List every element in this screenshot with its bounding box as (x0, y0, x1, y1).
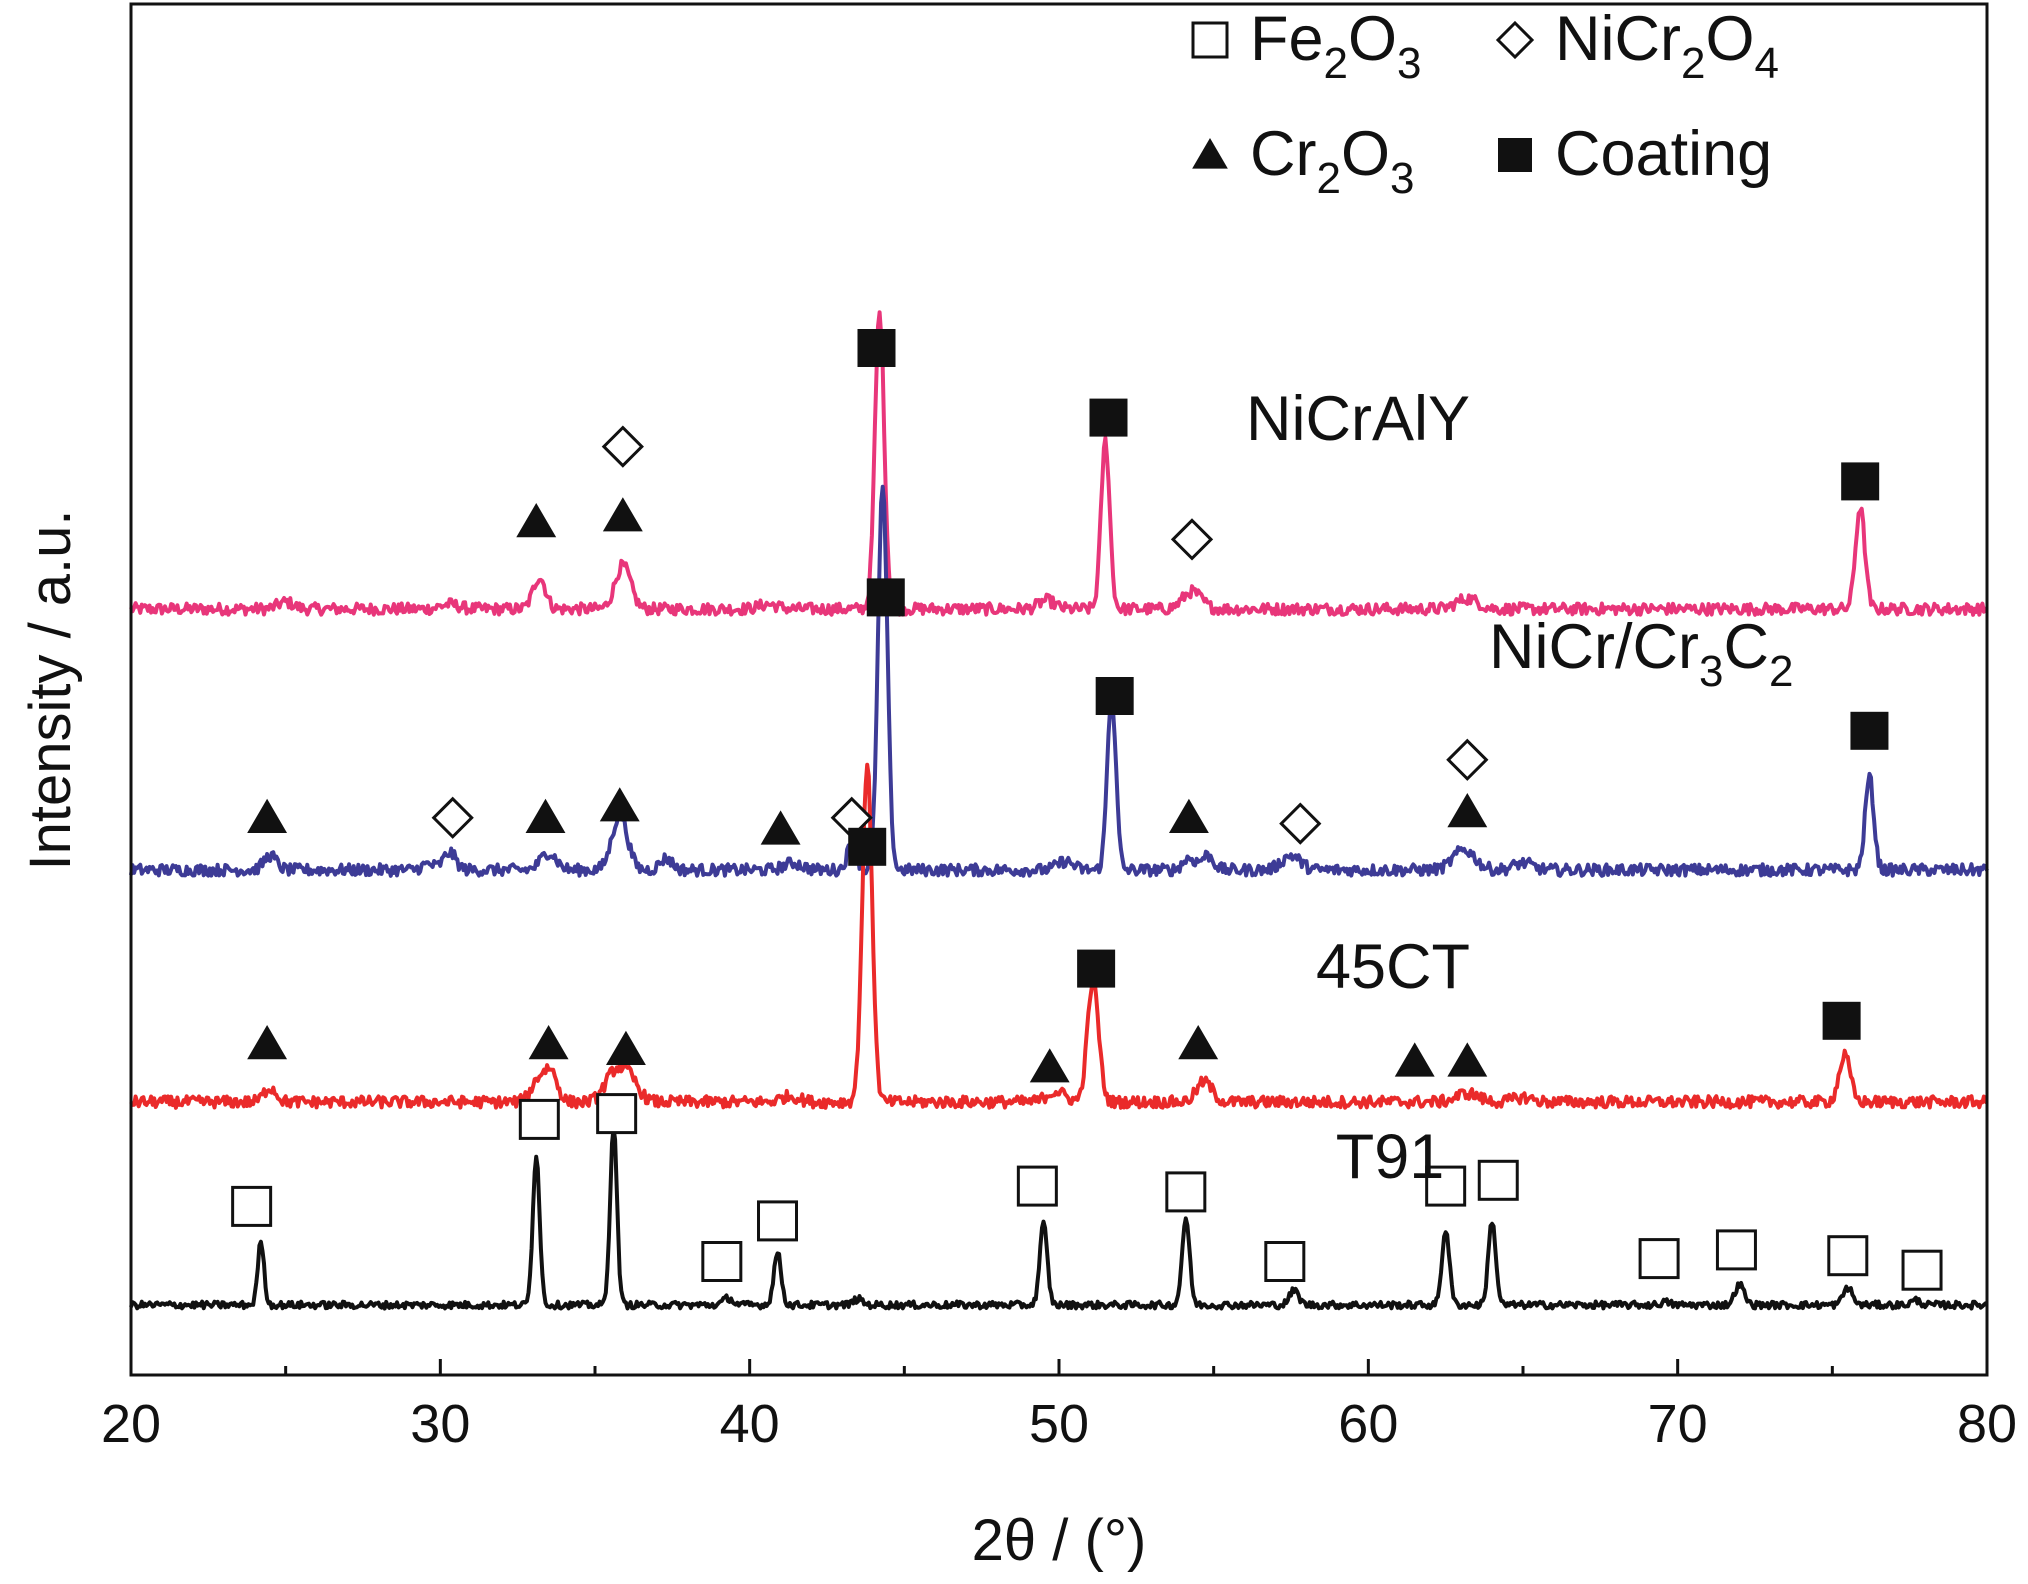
phase-marker-filled-square-nicr-cr3c2 (1850, 711, 1889, 750)
phase-marker-open-square-t91 (518, 1098, 560, 1140)
phase-marker-open-square-t91 (1165, 1171, 1207, 1213)
phase-marker-filled-square-nicraly (857, 329, 896, 367)
series-label-nicr-cr3c2-text: NiCr/Cr (1489, 612, 1699, 682)
legend-entry-nicr2o4-subscript: 4 (1754, 39, 1778, 88)
series-label-nicr-cr3c2: NiCr/Cr3C2 (1489, 612, 1793, 696)
legend-entry-nicr2o4-subscript: 2 (1681, 39, 1705, 88)
legend-entry-cr2o3-subscript: 3 (1390, 154, 1414, 203)
legend-entry-nicr2o4: NiCr2O4 (1555, 4, 1779, 88)
legend-marker-open-square (1191, 21, 1229, 59)
series-label-nicraly: NiCrAlY (1246, 384, 1470, 454)
x-tick-label: 20 (101, 1394, 161, 1454)
legend-entry-nicr2o4-text-cont: O (1705, 4, 1754, 74)
legend-entry-cr2o3-subscript: 2 (1316, 154, 1340, 203)
phase-marker-filled-square-45ct (1077, 949, 1116, 988)
phase-marker-filled-triangle-45ct (1394, 1042, 1435, 1077)
x-tick-label: 70 (1648, 1394, 1708, 1454)
phase-marker-filled-triangle-nicr-cr3c2 (247, 798, 288, 833)
series-line-nicr-cr3c2 (129, 484, 1989, 878)
phase-marker-open-square-t91 (1264, 1241, 1306, 1282)
series-line-t91 (129, 1126, 1989, 1311)
x-tick-label: 60 (1338, 1394, 1398, 1454)
phase-marker-filled-square-45ct (848, 827, 887, 866)
series-line-nicraly (129, 310, 1989, 617)
series-label-nicr-cr3c2-subscript: 3 (1699, 647, 1723, 696)
series-layer (129, 310, 1989, 1311)
phase-marker-filled-triangle-nicr-cr3c2 (599, 787, 640, 822)
phase-marker-filled-triangle-nicraly (602, 497, 643, 532)
phase-marker-filled-triangle-45ct (605, 1030, 646, 1065)
phase-marker-open-diamond-nicraly (1170, 518, 1214, 561)
phase-marker-open-square-t91 (701, 1241, 743, 1282)
legend-entry-nicr2o4-text: NiCr (1555, 4, 1681, 74)
x-tick-label: 40 (720, 1394, 780, 1454)
phase-marker-filled-square-nicr-cr3c2 (866, 578, 905, 617)
series-label-nicr-cr3c2-subscript: 2 (1769, 647, 1793, 696)
legend-entry-fe2o3: Fe2O3 (1250, 4, 1422, 88)
phase-marker-filled-triangle-nicr-cr3c2 (1447, 793, 1488, 828)
x-tick-label: 30 (410, 1394, 470, 1454)
phase-marker-open-square-t91 (1901, 1249, 1943, 1291)
legend-entry-fe2o3-subscript: 2 (1324, 39, 1348, 88)
x-axis-title: 2θ / (°) (972, 1508, 1147, 1573)
legend-marker-filled-square (1498, 138, 1532, 172)
phase-marker-filled-triangle-nicr-cr3c2 (525, 798, 566, 833)
phase-marker-filled-square-nicr-cr3c2 (1095, 677, 1134, 715)
phase-marker-filled-triangle-45ct (1029, 1048, 1070, 1083)
phase-marker-open-diamond-nicraly (601, 425, 644, 468)
phase-marker-filled-triangle-45ct (1447, 1042, 1488, 1077)
phase-marker-open-diamond-nicr-cr3c2 (1279, 802, 1322, 845)
x-axis: 20 30 40 50 60 70 80 (101, 1359, 2017, 1454)
phase-marker-open-square-t91 (1827, 1235, 1869, 1277)
phase-marker-open-square-t91 (1477, 1159, 1519, 1201)
legend-entry-fe2o3-subscript: 3 (1397, 39, 1421, 88)
series-label-layer: NiCrAlY NiCr/Cr3C2 45CT T91 (1246, 384, 1793, 1192)
x-tick-label: 50 (1029, 1394, 1089, 1454)
legend-entry-cr2o3-text: Cr (1250, 119, 1316, 189)
phase-marker-filled-square-45ct (1822, 1001, 1861, 1040)
phase-marker-open-diamond-nicr-cr3c2 (431, 796, 474, 839)
legend-entry-cr2o3: Cr2O3 (1250, 119, 1414, 203)
phase-marker-open-square-t91 (1016, 1165, 1058, 1207)
phase-marker-open-square-t91 (1715, 1229, 1757, 1271)
legend-entry-cr2o3-text-cont: O (1341, 119, 1390, 189)
phase-marker-open-diamond-nicr-cr3c2 (1446, 738, 1489, 781)
phase-marker-filled-square-nicraly (1089, 398, 1128, 437)
phase-marker-open-square-t91 (1425, 1165, 1467, 1207)
phase-marker-filled-triangle-45ct (247, 1025, 288, 1060)
phase-marker-open-square-t91 (1638, 1238, 1680, 1280)
marker-layer (231, 329, 1943, 1291)
phase-marker-open-square-t91 (231, 1185, 273, 1227)
legend-entry-fe2o3-text: Fe (1250, 4, 1324, 74)
y-axis-title: Intensity / a.u. (18, 509, 83, 870)
legend-marker-open-diamond (1495, 20, 1535, 60)
phase-marker-filled-triangle-nicraly (516, 503, 557, 538)
phase-marker-filled-triangle-nicr-cr3c2 (1168, 798, 1209, 833)
series-label-t91: T91 (1336, 1122, 1445, 1192)
phase-marker-filled-triangle-45ct (528, 1025, 569, 1060)
phase-marker-filled-triangle-45ct (1178, 1025, 1219, 1060)
legend-entry-fe2o3-text-cont: O (1348, 4, 1397, 74)
legend-marker-filled-triangle (1192, 138, 1228, 169)
legend-entry-coating: Coating (1555, 119, 1772, 189)
phase-marker-open-square-t91 (757, 1200, 799, 1242)
legend-entry-coating-text: Coating (1555, 119, 1772, 189)
series-label-nicr-cr3c2-text-cont: C (1723, 612, 1769, 682)
phase-marker-filled-square-nicraly (1841, 462, 1880, 501)
phase-marker-open-square-t91 (596, 1093, 638, 1135)
phase-marker-filled-triangle-nicr-cr3c2 (760, 810, 801, 845)
x-tick-label: 80 (1957, 1394, 2017, 1454)
series-line-45ct (129, 762, 1989, 1110)
series-label-45ct: 45CT (1316, 932, 1470, 1002)
